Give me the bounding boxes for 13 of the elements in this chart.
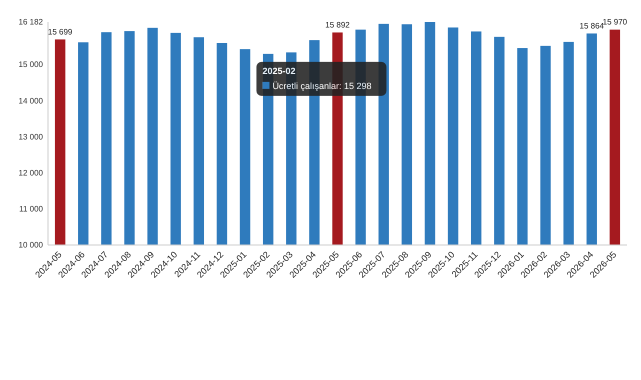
y-tick-label: 12 000	[18, 168, 44, 178]
y-tick-label: 15 000	[18, 60, 44, 70]
y-tick-label: 16 182	[18, 18, 44, 27]
y-tick-label: 11 000	[19, 204, 44, 214]
data-label: 15 699	[48, 27, 73, 36]
y-tick-label: 10 000	[18, 240, 44, 250]
y-tick-label: 14 000	[18, 96, 44, 106]
annotation: Ücretli çalışanlar: 15 298	[272, 80, 372, 91]
y-tick-label: 13 000	[18, 132, 44, 142]
data-label: 15 970	[602, 18, 628, 27]
data-label: 15 864	[580, 21, 605, 30]
annotation: 2025-02	[262, 66, 296, 76]
data-label: 15 892	[325, 20, 350, 30]
